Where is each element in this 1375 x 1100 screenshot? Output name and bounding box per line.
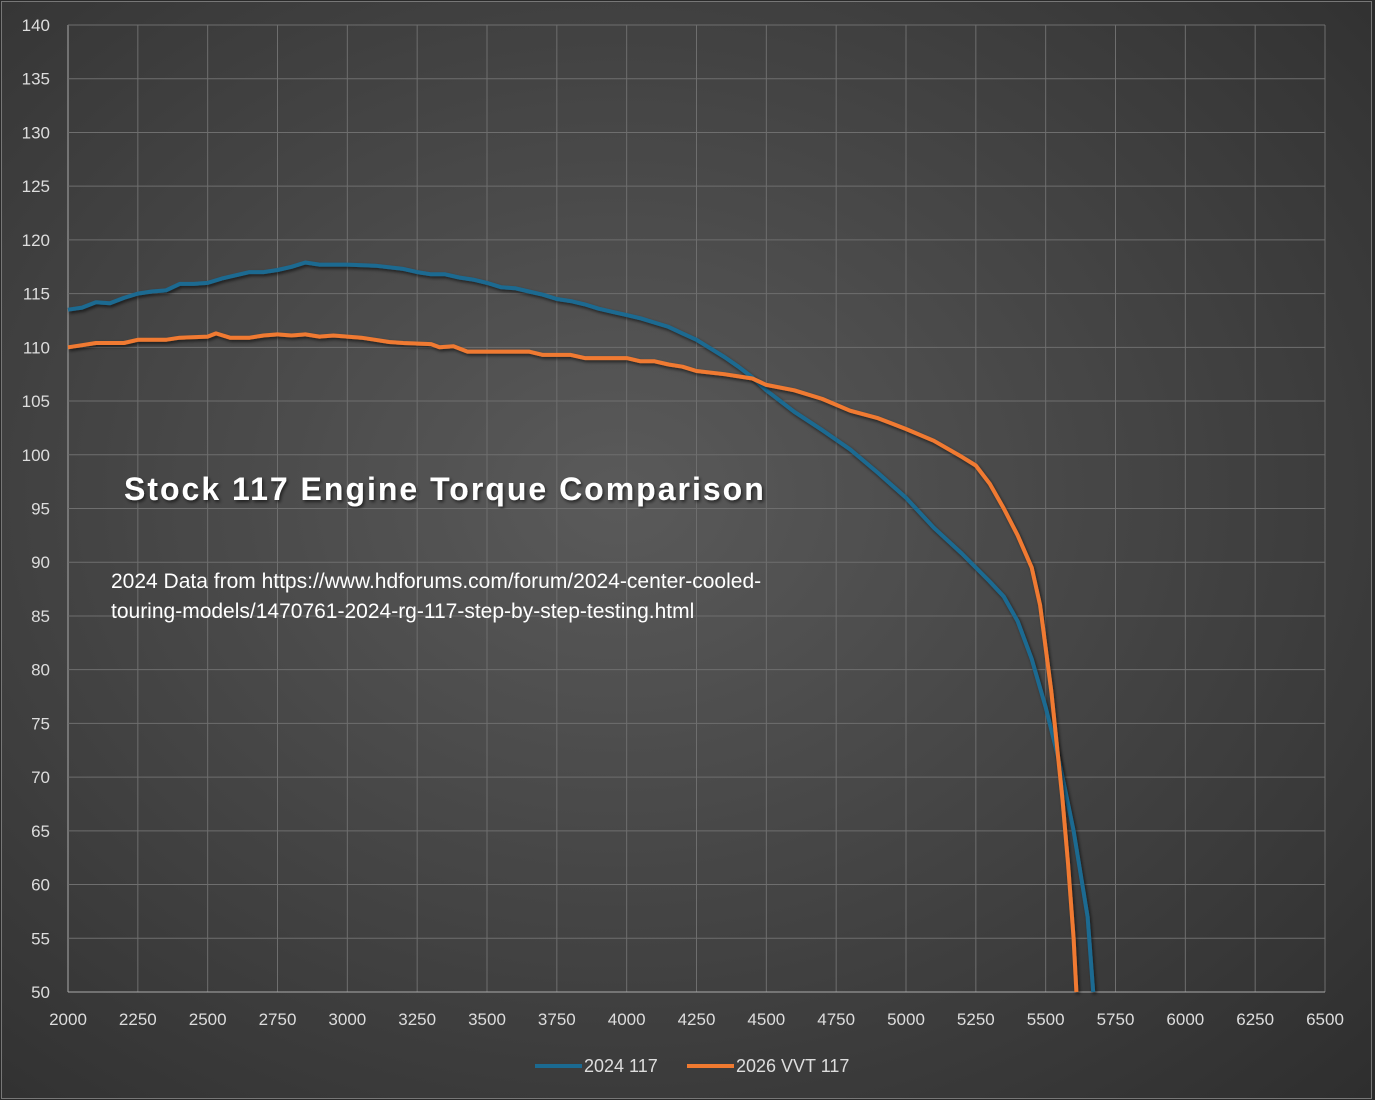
x-tick-label: 2750 — [259, 1010, 297, 1029]
x-tick-label: 4750 — [817, 1010, 855, 1029]
x-tick-label: 5750 — [1097, 1010, 1135, 1029]
series-line-2024-117 — [67, 260, 1096, 993]
x-tick-label: 6000 — [1166, 1010, 1204, 1029]
y-tick-label: 135 — [22, 70, 50, 89]
y-tick-label: 85 — [31, 607, 50, 626]
x-tick-label: 4000 — [608, 1010, 646, 1029]
y-tick-label: 65 — [31, 822, 50, 841]
annotation-line-1: 2024 Data from https://www.hdforums.com/… — [111, 570, 761, 593]
x-tick-label: 4500 — [747, 1010, 785, 1029]
series-line-2026-vvt-117 — [67, 331, 1079, 993]
y-tick-label: 50 — [31, 983, 50, 1002]
x-tick-label: 3250 — [398, 1010, 436, 1029]
y-tick-label: 140 — [22, 16, 50, 35]
legend-label-2024: 2024 117 — [584, 1056, 658, 1076]
x-tick-label: 6250 — [1236, 1010, 1274, 1029]
tick-labels: 2000 2250 2500 2750 3000 3250 3500 3750 4000 4250… — [22, 16, 1344, 1029]
x-tick-label: 5500 — [1027, 1010, 1065, 1029]
x-tick-label: 2250 — [119, 1010, 157, 1029]
y-tick-label: 130 — [22, 123, 50, 142]
y-tick-label: 70 — [31, 768, 50, 787]
y-tick-label: 75 — [31, 714, 50, 733]
legend: 2024 117 2026 VVT 117 — [535, 1056, 849, 1076]
y-tick-label: 105 — [22, 392, 50, 411]
y-tick-label: 60 — [31, 876, 50, 895]
chart-title: Stock 117 Engine Torque Comparison — [124, 471, 766, 507]
x-tick-label: 3000 — [328, 1010, 366, 1029]
y-tick-label: 100 — [22, 446, 50, 465]
legend-label-2026: 2026 VVT 117 — [736, 1056, 849, 1076]
x-tick-label: 6500 — [1306, 1010, 1344, 1029]
y-tick-label: 55 — [31, 929, 50, 948]
x-tick-label: 3750 — [538, 1010, 576, 1029]
y-tick-label: 95 — [31, 500, 50, 519]
gridlines — [67, 24, 1326, 993]
y-tick-label: 120 — [22, 231, 50, 250]
x-tick-label: 2500 — [189, 1010, 227, 1029]
y-tick-label: 115 — [23, 285, 50, 304]
x-tick-label: 3500 — [468, 1010, 506, 1029]
x-tick-label: 5000 — [887, 1010, 925, 1029]
annotation-line-2: touring-models/1470761-2024-rg-117-step-… — [111, 600, 694, 623]
series-lines — [67, 260, 1096, 993]
y-tick-label: 80 — [31, 661, 50, 680]
x-tick-label: 2000 — [49, 1010, 87, 1029]
y-tick-label: 110 — [23, 338, 50, 357]
x-tick-label: 4250 — [678, 1010, 716, 1029]
x-tick-label: 5250 — [957, 1010, 995, 1029]
y-tick-label: 90 — [31, 553, 50, 572]
y-tick-label: 125 — [22, 177, 50, 196]
